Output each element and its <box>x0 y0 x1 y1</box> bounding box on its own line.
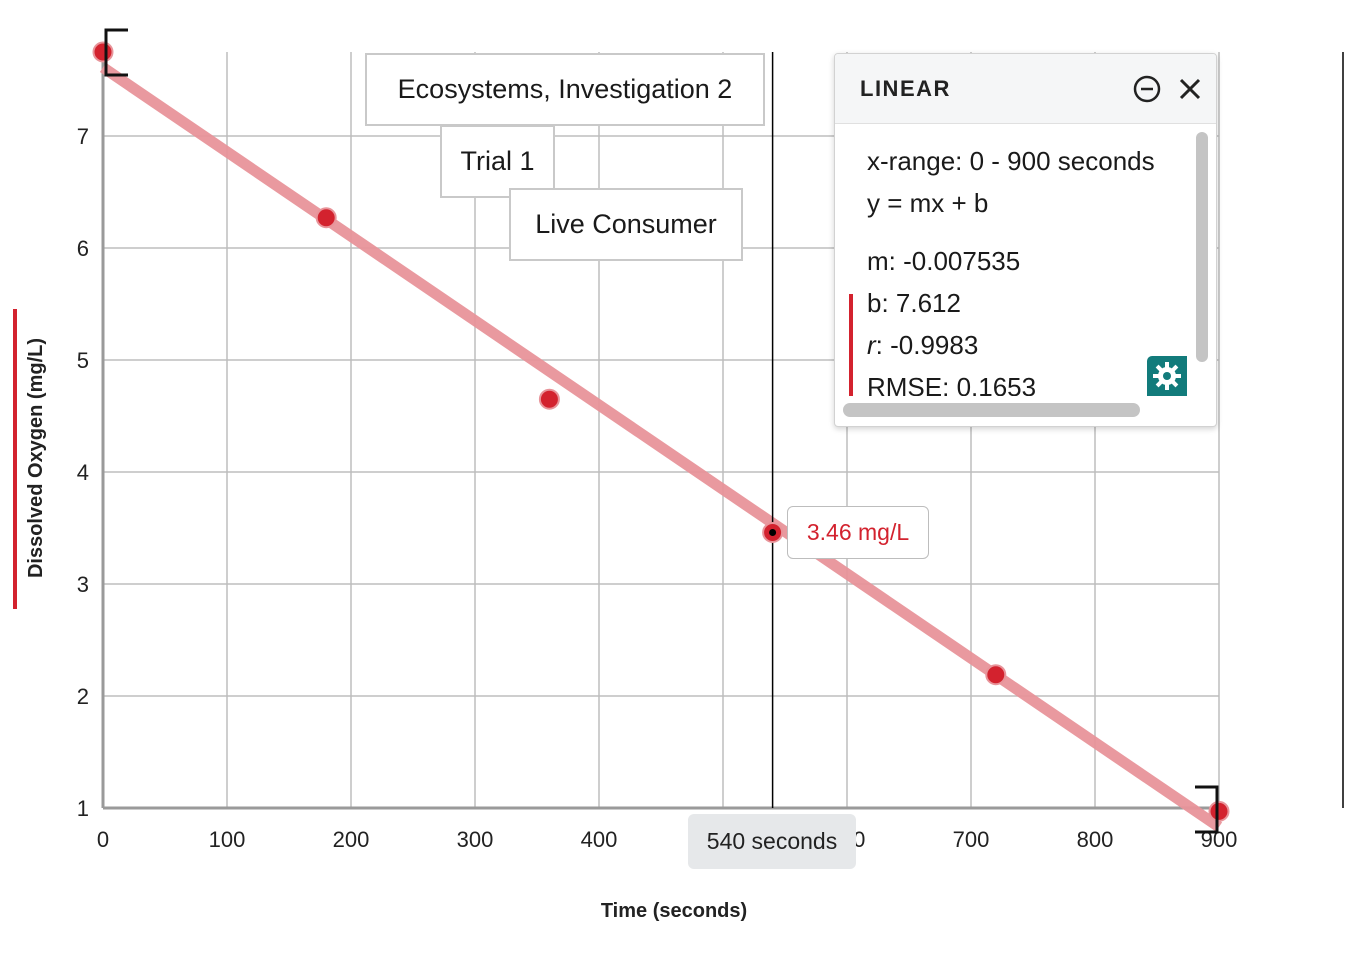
slope-text: m: -0.007535 <box>867 246 1021 276</box>
callout-trial[interactable]: Trial 1 <box>440 125 555 198</box>
panel-title: LINEAR <box>860 75 951 101</box>
data-point <box>315 207 337 229</box>
r-value: : -0.9983 <box>875 330 979 360</box>
cursor-x-badge[interactable]: 540 seconds <box>688 814 856 869</box>
cursor-marker <box>769 528 777 536</box>
axis-titles: Time (seconds) Dissolved Oxygen (mg/L) <box>13 309 747 922</box>
callout-live-consumer[interactable]: Live Consumer <box>509 188 743 261</box>
x-tick-label: 300 <box>457 827 494 852</box>
fit-line-group <box>99 62 1223 832</box>
y-tick-label: 2 <box>77 684 89 709</box>
cursor-group <box>771 52 1344 808</box>
y-axis-title: Dissolved Oxygen (mg/L) <box>25 338 47 578</box>
x-tick-label: 0 <box>97 827 109 852</box>
y-tick-label: 4 <box>77 460 89 485</box>
horizontal-scrollbar[interactable] <box>843 403 1140 417</box>
stats-accent-bar <box>849 294 853 396</box>
data-points <box>92 41 1230 822</box>
gear-icon[interactable] <box>1147 356 1187 396</box>
x-tick-label: 200 <box>333 827 370 852</box>
range-brackets <box>104 28 1219 834</box>
panel-body: x-range: 0 - 900 seconds y = mx + b m: -… <box>835 126 1187 396</box>
cursor-value-tooltip: 3.46 mg/L <box>787 506 929 559</box>
y-tick-label: 6 <box>77 236 89 261</box>
y-tick-label: 3 <box>77 572 89 597</box>
data-point <box>92 41 114 63</box>
r-text: r: -0.9983 <box>867 330 978 361</box>
range-end-bracket <box>1195 785 1219 834</box>
x-tick-label: 400 <box>581 827 618 852</box>
vertical-scrollbar[interactable] <box>1196 132 1208 362</box>
close-icon[interactable] <box>1173 72 1207 106</box>
y-tick-label: 1 <box>77 796 89 821</box>
x-tick-label: 700 <box>953 827 990 852</box>
rmse-text: RMSE: 0.1653 <box>867 372 1037 396</box>
x-range-text: x-range: 0 - 900 seconds <box>867 146 1155 176</box>
x-tick-label: 800 <box>1077 827 1114 852</box>
x-tick-label: 100 <box>209 827 246 852</box>
y-tick-label: 5 <box>77 348 89 373</box>
data-point <box>1208 800 1230 822</box>
equation-text: y = mx + b <box>867 188 989 218</box>
range-start-bracket <box>104 28 128 77</box>
axes <box>101 52 1219 810</box>
data-point <box>538 388 560 410</box>
y-tick-label: 7 <box>77 124 89 149</box>
panel-header: LINEAR <box>835 54 1216 124</box>
fit-line <box>99 62 1223 832</box>
y-axis-accent-bar <box>13 309 17 609</box>
r-symbol: r <box>867 330 876 360</box>
data-point <box>985 664 1007 686</box>
minus-circle-icon[interactable] <box>1130 72 1164 106</box>
tick-labels: 01002003004005006007008009001234567 <box>77 124 1238 852</box>
intercept-text: b: 7.612 <box>867 288 961 318</box>
linear-fit-panel: LINEAR x-range: 0 - 900 seconds y = mx +… <box>834 53 1217 427</box>
callout-investigation[interactable]: Ecosystems, Investigation 2 <box>365 53 765 126</box>
x-axis-title: Time (seconds) <box>601 900 747 922</box>
